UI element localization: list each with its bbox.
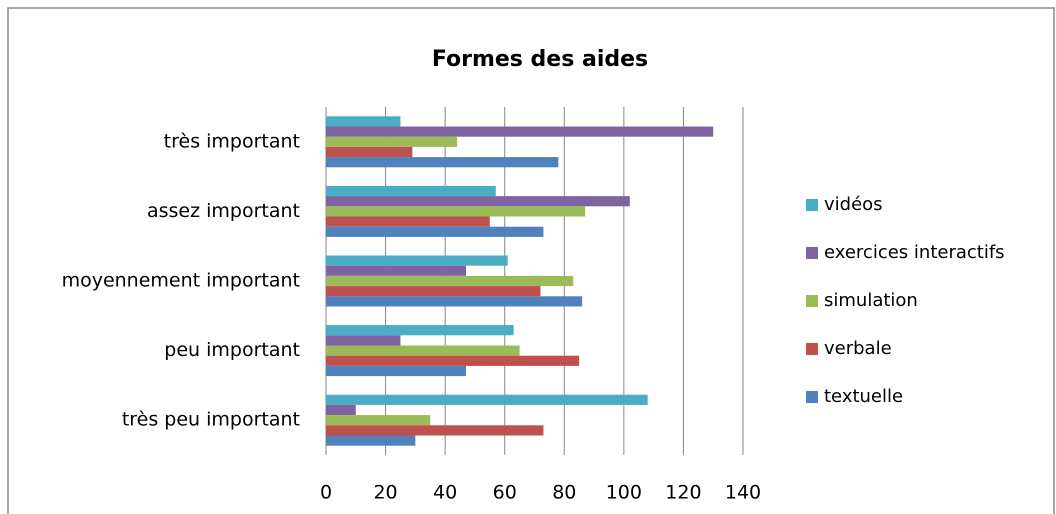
legend-swatch <box>806 295 818 307</box>
legend-label: verbale <box>824 338 892 359</box>
x-tick-label: 0 <box>320 482 332 504</box>
bar <box>326 126 714 137</box>
bar <box>326 355 580 366</box>
bar <box>326 325 514 336</box>
bar <box>326 185 496 197</box>
y-tick-label: moyennement important <box>62 270 300 292</box>
legend-swatch <box>806 391 818 403</box>
bar <box>326 404 356 416</box>
legend-swatch <box>806 199 818 211</box>
bar <box>326 216 490 227</box>
bar <box>326 146 413 158</box>
bar <box>326 157 559 168</box>
bar <box>326 335 401 346</box>
x-tick-label: 140 <box>725 482 761 504</box>
bar <box>326 265 466 276</box>
bar <box>326 136 458 147</box>
bar <box>326 255 508 266</box>
legend-swatch <box>806 247 818 259</box>
bar <box>326 394 648 405</box>
x-tick-label: 120 <box>665 482 701 504</box>
bar <box>326 296 583 307</box>
bar <box>326 286 541 297</box>
bar <box>326 116 401 127</box>
bar <box>326 275 574 287</box>
y-tick-label: peu important <box>164 339 300 361</box>
x-tick-label: 80 <box>552 482 576 504</box>
chart-title: Formes des aides <box>432 47 648 72</box>
x-tick-label: 60 <box>493 482 517 504</box>
bar <box>326 206 586 217</box>
legend-label: exercices interactifs <box>824 242 1005 263</box>
bar <box>326 365 466 377</box>
y-tick-label: très important <box>164 130 300 152</box>
legend-swatch <box>806 343 818 355</box>
bar <box>326 425 544 436</box>
legend-label: vidéos <box>824 194 883 215</box>
bar <box>326 415 431 426</box>
x-tick-label: 20 <box>373 482 397 504</box>
legend-label: simulation <box>824 290 918 311</box>
y-tick-label: très peu important <box>122 409 300 431</box>
bar <box>326 226 544 237</box>
bar <box>326 345 520 356</box>
bar <box>326 435 416 446</box>
x-tick-label: 40 <box>433 482 457 504</box>
bar <box>326 196 630 207</box>
y-tick-label: assez important <box>147 200 300 222</box>
legend-label: textuelle <box>824 386 903 407</box>
x-tick-label: 100 <box>606 482 642 504</box>
